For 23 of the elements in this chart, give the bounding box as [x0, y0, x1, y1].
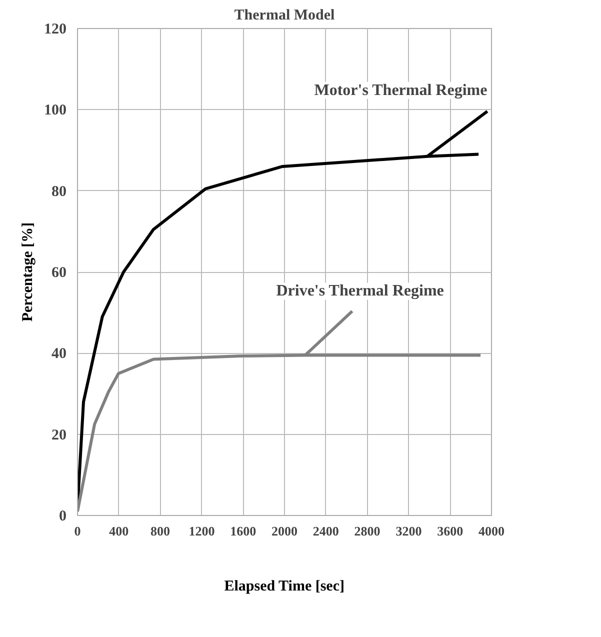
- x-tick-label: 2800: [354, 524, 380, 538]
- y-tick-label: 20: [52, 427, 66, 444]
- x-tick-label: 400: [109, 524, 129, 538]
- x-tick-label: 2400: [312, 524, 339, 538]
- y-tick-label: 80: [52, 184, 66, 200]
- y-tick-label: 0: [59, 508, 66, 524]
- y-tick-label: 120: [44, 22, 66, 38]
- text: Drive's Thermal Regime: [276, 282, 444, 300]
- text: Motor's Thermal Regime: [314, 82, 488, 99]
- x-tick-label: 3200: [396, 524, 422, 538]
- y-tick-label: 40: [52, 346, 66, 362]
- x-tick-label: 1200: [188, 524, 215, 538]
- x-tick-label: 800: [150, 524, 170, 538]
- y-tick-label: 60: [52, 265, 66, 281]
- x-tick-label: 0: [74, 524, 81, 538]
- y-tick-label: 100: [44, 102, 66, 119]
- chart-title: Thermal Model: [234, 8, 335, 24]
- x-axis-title: Elapsed Time [sec]: [224, 578, 345, 594]
- x-tick-label: 2000: [272, 524, 298, 538]
- x-tick-label: 4000: [478, 524, 504, 538]
- x-tick-label: 3600: [437, 524, 464, 538]
- y-axis-title: Percentage [%]: [20, 222, 36, 322]
- x-tick-label: 1600: [230, 524, 256, 538]
